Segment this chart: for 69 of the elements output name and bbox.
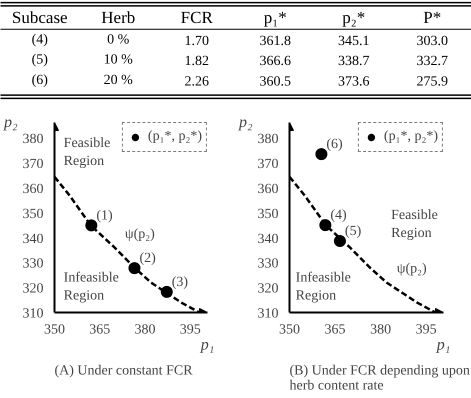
text: 0 % (107, 32, 130, 48)
annotation: Feasible Region (64, 136, 110, 169)
text: (5) (32, 52, 48, 68)
text: 345.1 (338, 34, 370, 49)
text: 303.0 (416, 34, 448, 49)
text: 360.5 (260, 74, 291, 90)
y-tick-label: 380 (258, 132, 278, 148)
text: 332.7 (416, 54, 448, 70)
y-tick-label: 320 (22, 282, 44, 297)
text: 1.82 (184, 54, 209, 70)
category-label: p₁* (264, 8, 287, 28)
y-tick-label: 330 (22, 256, 44, 272)
annotation: (5) (344, 224, 362, 240)
text: 2.26 (184, 74, 209, 90)
annotation: Feasible Region (391, 208, 438, 241)
legend-label: (p₁*, p₂*) (148, 129, 202, 145)
text: 361.8 (260, 34, 291, 49)
x-axis-title: p₁ (200, 336, 214, 354)
y-tick-label: 320 (258, 282, 278, 297)
legend-label: (p₁*, p₂*) (384, 129, 438, 145)
y-tick-label: 350 (22, 206, 44, 222)
point (315, 148, 328, 160)
y-tick-label: 360 (258, 182, 278, 197)
annotation: Infeasible Region (64, 270, 119, 304)
y-tick-label: 370 (258, 157, 278, 172)
annotation: (4) (330, 208, 348, 224)
category-label: p₂* (342, 8, 366, 28)
category-label: Subcase (12, 8, 68, 28)
text: (6) (32, 72, 48, 88)
x-tick-label: 350 (44, 322, 65, 338)
annotation: (6) (326, 137, 344, 152)
text: 20 % (104, 72, 134, 88)
text: (B) Under FCR depending upon herb content rate (290, 364, 470, 394)
y-tick-label: 340 (258, 232, 278, 247)
annotation: (1) (96, 208, 113, 224)
y-axis-title: p₂ (238, 114, 253, 131)
text: 1.70 (184, 34, 209, 49)
text: (A) Under constant FCR (54, 364, 194, 378)
category-label: P* (423, 8, 442, 28)
annotation: (2) (139, 251, 156, 266)
x-tick-label: 395 (180, 322, 201, 338)
category-label: FCR (180, 8, 214, 28)
x-tick-label: 365 (89, 322, 110, 338)
text: (4) (32, 32, 48, 48)
text: 373.6 (338, 74, 370, 90)
annotation: ψ(p₂) (396, 262, 428, 277)
y-tick-label: 360 (22, 182, 44, 197)
y-tick-label: 350 (258, 206, 278, 222)
annotation: Infeasible Region (296, 270, 351, 304)
y-tick-label: 340 (22, 232, 44, 247)
x-axis-title: p₁ (436, 336, 450, 354)
y-axis-title: p₂ (2, 114, 18, 131)
x-tick-label: 380 (370, 322, 392, 338)
y-tick-label: 330 (258, 256, 278, 272)
x-tick-label: 350 (279, 322, 300, 338)
x-tick-label: 395 (416, 322, 437, 338)
text: 10 % (104, 52, 134, 68)
annotation: ψ(p₂) (124, 226, 156, 242)
text: 338.7 (338, 54, 370, 70)
x-tick-label: 365 (324, 322, 346, 338)
category-label: Herb (101, 8, 136, 28)
y-tick-label: 370 (22, 157, 44, 172)
text: 366.6 (260, 54, 291, 70)
annotation: (3) (172, 274, 188, 290)
y-tick-label: 310 (22, 306, 44, 322)
y-tick-label: 310 (258, 306, 278, 322)
x-tick-label: 380 (134, 322, 156, 338)
text: 275.9 (416, 74, 448, 90)
y-tick-label: 380 (22, 132, 44, 148)
